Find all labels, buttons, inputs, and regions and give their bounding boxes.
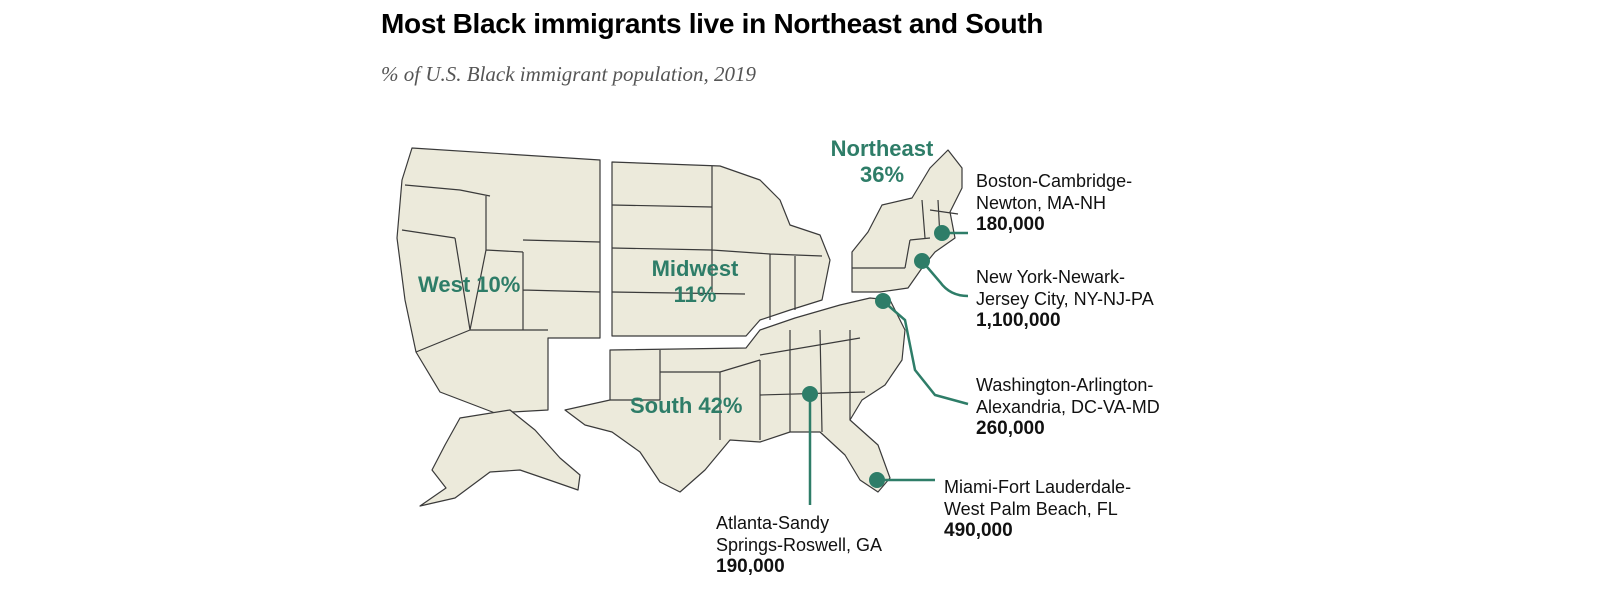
chart-subtitle: % of U.S. Black immigrant population, 20… (381, 62, 757, 86)
washington-dot (875, 293, 891, 309)
region-label-midwest: Midwest 11% (651, 256, 739, 307)
metro-miami: Miami-Fort Lauderdale- West Palm Beach, … (944, 477, 1132, 541)
metro-washington-value: 260,000 (976, 418, 1045, 439)
region-west-shape (396, 147, 601, 414)
region-label-south: South 42% (630, 393, 743, 418)
newyork-leader (921, 260, 969, 298)
region-label-northeast: Northeast 36% (830, 136, 934, 187)
washington-leader (882, 300, 969, 406)
atlanta-dot (802, 386, 818, 402)
metro-newyork-value: 1,100,000 (976, 310, 1061, 331)
region-northeast-shape (851, 149, 963, 293)
metro-miami-value: 490,000 (944, 520, 1013, 541)
chart-title: Most Black immigrants live in Northeast … (381, 8, 1044, 39)
metro-atlanta-value: 190,000 (716, 556, 785, 577)
metro-newyork: New York-Newark- Jersey City, NY-NJ-PA 1… (976, 267, 1154, 331)
boston-dot (934, 225, 950, 241)
alaska-shape (419, 409, 581, 507)
region-label-west: West 10% (418, 272, 521, 297)
metro-washington: Washington-Arlington- Alexandria, DC-VA-… (976, 375, 1160, 439)
metro-atlanta: Atlanta-Sandy Springs-Roswell, GA 190,00… (716, 513, 883, 577)
metro-boston-value: 180,000 (976, 214, 1045, 235)
miami-dot (869, 472, 885, 488)
metro-boston: Boston-Cambridge- Newton, MA-NH 180,000 (976, 171, 1133, 235)
newyork-dot (914, 253, 930, 269)
